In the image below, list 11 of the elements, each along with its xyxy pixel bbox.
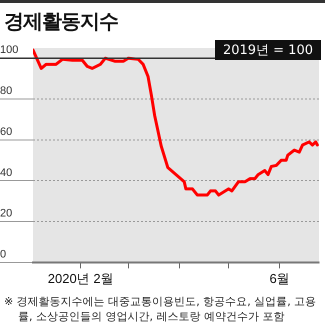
y-tick-label: 80 — [0, 85, 12, 98]
text: ※ 경제활동지수에는 대중교통이용빈도, 항공수요, 실업률, 고용률, 소상공인들의 영업시간, 레스토랑 예약건수가 포함 — [4, 294, 318, 324]
y-tick-label: 0 — [0, 248, 6, 260]
y-tick-label: 40 — [0, 166, 12, 179]
chart-title: 경제활동지수 — [4, 8, 118, 35]
y-tick-label: 60 — [0, 126, 12, 138]
y-tick-label: 20 — [0, 208, 12, 220]
x-tick-label: 6월 — [269, 270, 290, 286]
x-tick-label: 2020년 2월 — [48, 270, 114, 286]
y-tick-label: 100 — [0, 44, 18, 56]
annotation: 2019년 = 100 — [214, 40, 321, 60]
